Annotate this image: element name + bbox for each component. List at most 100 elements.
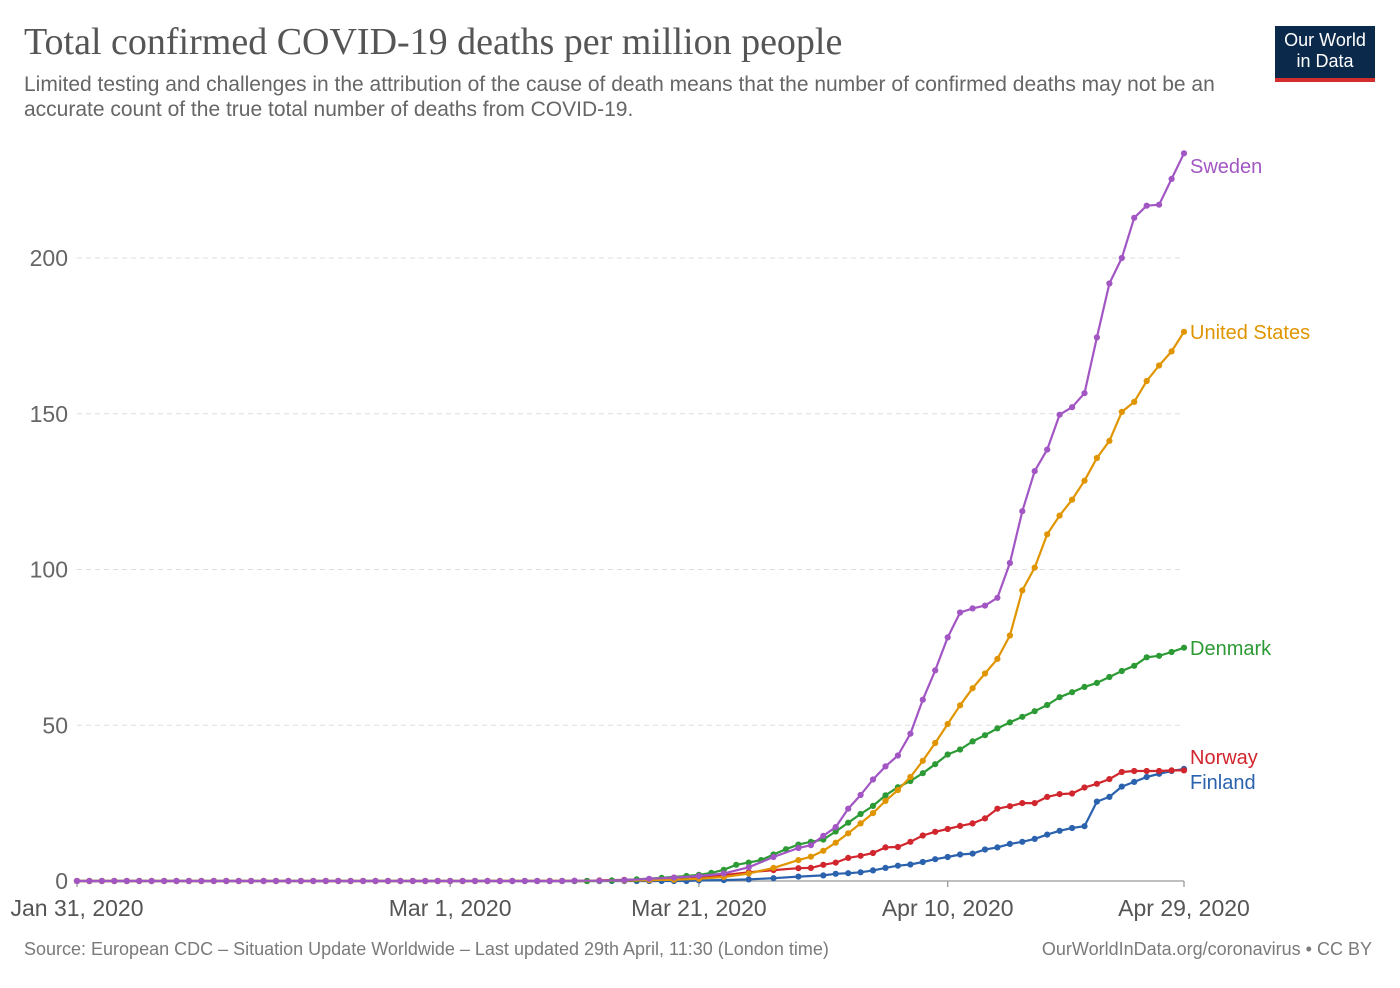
series-finland[interactable] [73,765,1188,885]
series-label-united-states[interactable]: United States [1190,322,1310,344]
data-point [969,820,976,827]
data-point [770,875,777,882]
data-point [845,830,852,837]
data-point [932,667,939,674]
data-point [1019,800,1026,807]
data-point [161,877,168,885]
data-point [272,877,280,885]
credit-link[interactable]: OurWorldInData.org/coronavirus • CC BY [1041,939,1372,959]
owid-logo[interactable]: Our World in Data [1275,26,1375,82]
y-tick-label: 150 [30,401,68,427]
data-point [185,877,192,885]
data-point [1044,831,1051,838]
x-tick-label: Apr 10, 2020 [882,895,1014,921]
data-point [1143,202,1150,209]
data-point [670,874,678,881]
chart-title: Total confirmed COVID-19 deaths per mill… [24,21,843,63]
y-tick-label: 200 [30,245,68,271]
data-point [770,853,777,861]
data-point [919,858,926,866]
data-point [1031,800,1038,807]
series-norway[interactable] [73,767,1188,885]
data-point [621,877,628,884]
data-point [1006,559,1014,567]
data-point [148,877,155,885]
data-point [994,725,1001,732]
data-point [1093,334,1100,341]
series-sweden[interactable] [73,150,1188,885]
series-label-norway[interactable]: Norway [1190,747,1258,769]
data-point [857,791,864,799]
data-point [1106,673,1113,681]
data-point [1156,362,1163,369]
series-label-denmark[interactable]: Denmark [1190,638,1272,660]
data-point [1168,175,1175,182]
data-point [73,877,81,885]
data-point [1019,587,1026,594]
data-point [919,832,926,839]
series-line [77,769,1184,883]
y-axis-ticks: 0 50 100 150 200 [30,245,68,894]
data-point [857,852,864,859]
data-point [1156,201,1163,208]
data-point [1069,404,1076,411]
data-point [459,877,466,885]
data-point [932,739,939,747]
data-point [397,877,404,885]
data-point [1180,150,1188,157]
data-point [1118,408,1125,415]
data-point [509,877,516,885]
data-point [957,851,964,858]
data-point [1006,840,1014,848]
data-point [123,877,130,885]
data-point [795,857,802,864]
data-point [832,859,839,866]
x-tick-label: Mar 1, 2020 [389,895,512,921]
data-point [919,770,926,777]
data-point [422,877,429,885]
data-point [1106,437,1113,444]
data-point [832,824,839,831]
line-chart: 0 50 100 150 200 Jan 31, 2020 Mar 1, 2020 Mar … [10,150,1310,921]
data-point [869,802,877,810]
data-point [1044,793,1051,801]
data-point [98,877,105,885]
series-denmark[interactable] [73,644,1188,885]
data-point [869,810,877,817]
data-point [795,873,802,880]
y-tick-label: 100 [30,557,68,583]
data-point [260,877,267,885]
data-point [1118,783,1125,790]
data-point [944,751,951,758]
y-tick-label: 0 [55,868,68,894]
data-point [322,877,329,885]
source-note[interactable]: Source: European CDC – Situation Update … [24,939,829,959]
data-point [932,828,939,835]
data-point [807,864,815,872]
data-point [173,877,180,885]
data-point [1069,496,1076,503]
data-point [1031,835,1038,843]
data-point [347,877,354,885]
data-point [1006,719,1014,726]
series-label-finland[interactable]: Finland [1190,772,1256,794]
data-point [1044,531,1051,538]
data-point [372,877,379,885]
data-point [1131,778,1138,786]
series-label-sweden[interactable]: Sweden [1190,156,1262,178]
data-point [832,828,839,835]
data-point [894,786,902,794]
data-point [745,870,752,877]
data-point [882,844,889,851]
data-point [845,854,852,862]
data-point [1006,632,1014,639]
data-point [1131,214,1138,221]
data-point [496,877,503,885]
data-point [1031,708,1038,715]
data-point [944,720,951,728]
data-point [1131,767,1138,775]
data-point [484,877,491,885]
data-point [782,846,790,853]
data-point [969,738,976,745]
series-united-states[interactable] [73,328,1188,885]
